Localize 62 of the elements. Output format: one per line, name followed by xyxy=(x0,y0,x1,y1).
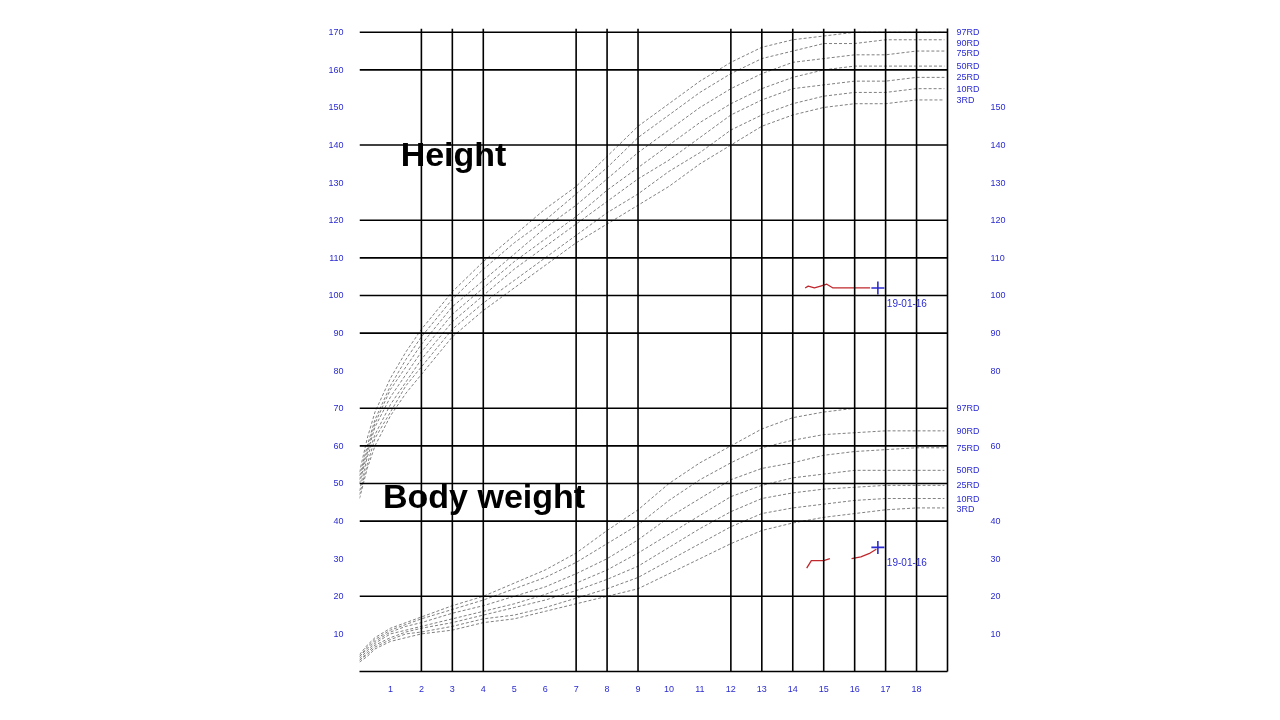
y2-tick-label: 20 xyxy=(990,591,1001,602)
y2-tick-label: 120 xyxy=(990,215,1006,226)
series-label: 25RD xyxy=(956,480,981,491)
x-tick-label: 8 xyxy=(604,683,610,694)
series-label: 3RD xyxy=(956,94,975,105)
y-tick-label: 50 xyxy=(333,478,344,489)
y-tick-label: 150 xyxy=(328,102,344,113)
y2-tick-label: 10 xyxy=(990,628,1001,639)
y-tick-label: 140 xyxy=(328,140,344,151)
x-tick-label: 14 xyxy=(787,683,798,694)
x-tick-label: 5 xyxy=(511,683,517,694)
x-tick-label: 13 xyxy=(756,683,767,694)
series-label: 25RD xyxy=(956,72,981,83)
series-label: 50RD xyxy=(956,465,981,476)
y2-tick-label: 80 xyxy=(990,365,1001,376)
y-tick-label: 20 xyxy=(333,591,344,602)
y-tick-label: 120 xyxy=(328,215,344,226)
y2-tick-label: 90 xyxy=(990,328,1001,339)
x-tick-label: 10 xyxy=(663,683,674,694)
series-label: 90RD xyxy=(956,37,981,48)
y2-tick-label: 30 xyxy=(990,553,1001,564)
x-tick-label: 11 xyxy=(695,683,705,694)
series-label: 97RD xyxy=(956,27,981,38)
series-label: 90RD xyxy=(956,425,981,436)
y-tick-label: 80 xyxy=(333,365,344,376)
x-tick-label: 9 xyxy=(635,683,641,694)
series-label: 10RD xyxy=(956,493,981,504)
y-tick-label: 30 xyxy=(333,553,344,564)
y-tick-label: 170 xyxy=(328,27,344,38)
y2-tick-label: 130 xyxy=(990,177,1006,188)
y2-tick-label: 140 xyxy=(990,140,1006,151)
x-tick-label: 2 xyxy=(418,683,424,694)
y2-tick-label: 110 xyxy=(990,252,1005,263)
y-tick-label: 60 xyxy=(333,440,344,451)
text: 97RD xyxy=(956,403,981,414)
x-tick-label: 16 xyxy=(849,683,860,694)
y-tick-label: 90 xyxy=(333,328,344,339)
x-tick-label: 1 xyxy=(387,683,393,694)
x-tick-label: 4 xyxy=(480,683,486,694)
y-tick-label: 70 xyxy=(333,403,344,414)
series-label: 75RD xyxy=(956,442,981,453)
series-label: 50RD xyxy=(956,61,981,72)
x-tick-label: 17 xyxy=(880,683,891,694)
x-tick-label: 7 xyxy=(573,683,579,694)
x-tick-label: 15 xyxy=(818,683,829,694)
y2-tick-label: 150 xyxy=(990,102,1006,113)
y2-tick-label: 60 xyxy=(990,440,1001,451)
series-label: 3RD xyxy=(956,504,975,515)
y-tick-label: 40 xyxy=(333,516,344,527)
x-tick-label: 12 xyxy=(725,683,736,694)
x-tick-label: 6 xyxy=(542,683,548,694)
y-tick-label: 10 xyxy=(333,628,344,639)
y-tick-label: 110 xyxy=(329,252,344,263)
x-tick-label: 3 xyxy=(449,683,455,694)
series-label: 75RD xyxy=(956,48,981,59)
x-tick-label: 18 xyxy=(911,683,922,694)
series-label: 10RD xyxy=(956,83,981,94)
y2-tick-label: 100 xyxy=(990,290,1006,301)
y-tick-label: 160 xyxy=(328,64,344,75)
y-tick-label: 100 xyxy=(328,290,344,301)
y-tick-label: 130 xyxy=(328,177,344,188)
y2-tick-label: 40 xyxy=(990,516,1001,527)
